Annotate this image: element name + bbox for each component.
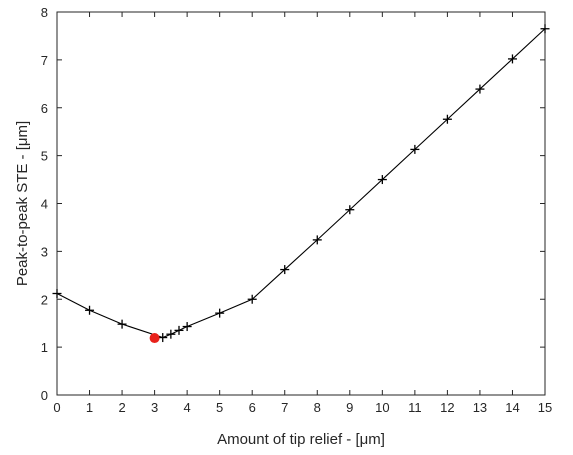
data-point-marker (507, 54, 517, 64)
data-point-marker (52, 289, 62, 299)
data-point-marker (410, 144, 420, 154)
x-tick-label: 2 (118, 400, 125, 415)
data-point-marker (475, 84, 485, 94)
series-line (56, 28, 546, 339)
x-tick-label: 7 (281, 400, 288, 415)
y-tick-label: 5 (41, 149, 48, 164)
data-point-marker (117, 319, 127, 329)
plot-frame (56, 11, 546, 396)
data-point-marker (247, 294, 257, 304)
x-axis-label: Amount of tip relief - [μm] (217, 431, 385, 448)
data-point-marker (174, 325, 184, 335)
x-tick-label: 5 (216, 400, 223, 415)
data-point-marker (540, 24, 550, 34)
x-tick-label: 11 (408, 400, 422, 415)
x-tick-label: 14 (505, 400, 519, 415)
y-tick-label: 8 (41, 5, 48, 20)
y-tick-label: 3 (41, 244, 48, 259)
x-tick-label: 10 (375, 400, 389, 415)
x-tick-label: 3 (151, 400, 158, 415)
data-point-marker (182, 322, 192, 332)
data-point-marker (345, 205, 355, 215)
data-point-marker (442, 114, 452, 124)
y-tick-label: 6 (41, 101, 48, 116)
data-point-marker (312, 235, 322, 245)
y-tick-label: 4 (41, 197, 48, 212)
data-point-marker (215, 308, 225, 318)
data-point-marker (85, 305, 95, 315)
data-point-marker (158, 333, 168, 343)
x-tick-label: 4 (184, 400, 191, 415)
x-tick-label: 15 (538, 400, 552, 415)
x-tick-label: 13 (473, 400, 487, 415)
x-tick-label: 9 (346, 400, 353, 415)
highlight-point (149, 333, 160, 344)
x-tick-label: 1 (86, 400, 93, 415)
data-point-marker (280, 265, 290, 275)
x-tick-label: 12 (440, 400, 454, 415)
x-tick-label: 0 (53, 400, 60, 415)
y-tick-label: 0 (41, 388, 48, 403)
y-tick-label: 7 (41, 53, 48, 68)
x-tick-label: 8 (314, 400, 321, 415)
x-tick-label: 6 (249, 400, 256, 415)
y-axis-label: Peak-to-peak STE - [μm] (14, 121, 31, 286)
data-point-marker (377, 175, 387, 185)
data-point-marker (166, 329, 176, 339)
y-tick-label: 1 (41, 340, 48, 355)
y-tick-label: 2 (41, 292, 48, 307)
